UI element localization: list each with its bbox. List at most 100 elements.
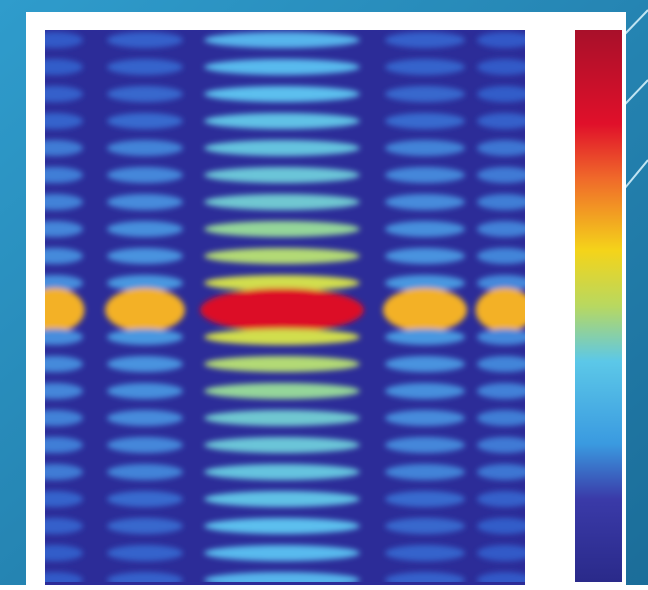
heat-blob [45,248,83,264]
heat-blob [204,545,360,561]
heat-blob [385,194,465,210]
heat-blob [107,464,183,480]
heat-blob [383,288,467,332]
colorbar [575,30,622,582]
heat-blob [204,194,360,210]
heat-blob [107,32,183,48]
heat-blob [477,518,525,534]
heat-blob [204,275,360,291]
heat-blob [385,167,465,183]
heat-blob [105,288,185,332]
heat-blob [45,275,83,291]
heat-blob [385,383,465,399]
heat-blob [45,437,83,453]
heat-blob [385,113,465,129]
heat-blob [204,113,360,129]
heat-blob [107,221,183,237]
heat-blob [204,59,360,75]
heat-blob [45,113,83,129]
heat-blob [45,383,83,399]
heat-blob [107,437,183,453]
heat-blob [477,140,525,156]
heat-blob [477,59,525,75]
heat-blob [477,410,525,426]
heat-blob [45,32,83,48]
heat-blob [204,140,360,156]
heat-blob [477,572,525,582]
heat-blob [107,329,183,345]
heat-blob [45,356,83,372]
heat-blob [385,59,465,75]
heat-blob [385,329,465,345]
heat-blob [477,86,525,102]
heat-blob [200,288,364,332]
heat-blob [477,275,525,291]
heat-blob [477,329,525,345]
heat-blob [204,167,360,183]
heat-blob [475,288,525,332]
heat-blob [385,464,465,480]
heat-blob [477,437,525,453]
heat-blob [385,410,465,426]
heat-blob [204,383,360,399]
heat-blob [477,248,525,264]
heat-blob [107,194,183,210]
heat-blob [45,194,83,210]
heat-blob [204,221,360,237]
heat-blob [107,383,183,399]
heat-blob [385,32,465,48]
heat-blob [385,86,465,102]
heat-blob [45,86,83,102]
heat-blob [45,288,85,332]
heat-blob [107,545,183,561]
heat-blob [45,572,83,582]
heat-blob [204,491,360,507]
heat-blob [385,518,465,534]
heat-blob [385,356,465,372]
heat-blob [107,59,183,75]
heat-blob [204,518,360,534]
heat-blob [45,167,83,183]
heat-blob [45,140,83,156]
heat-blob [107,518,183,534]
heat-blob [477,545,525,561]
heat-blob [385,572,465,582]
heat-blob [45,518,83,534]
heat-blob [107,410,183,426]
heat-blob [385,221,465,237]
heat-blob [385,140,465,156]
heat-blob [204,32,360,48]
heat-blob [385,275,465,291]
heat-blob [477,356,525,372]
heat-blob [477,464,525,480]
heat-blob [204,329,360,345]
heat-blob [477,221,525,237]
heat-blob [204,437,360,453]
heat-blob [107,86,183,102]
heatmap [45,32,525,582]
heat-blob [204,464,360,480]
heat-blob [385,248,465,264]
heat-blob [45,464,83,480]
heat-blob [107,113,183,129]
heat-blob [204,572,360,582]
heat-blob [45,545,83,561]
heat-blob [45,410,83,426]
heat-blob [477,113,525,129]
heat-blob [107,275,183,291]
heat-blob [45,221,83,237]
heat-blob [204,410,360,426]
heat-blob [204,248,360,264]
heat-blob [107,140,183,156]
heat-blob [107,248,183,264]
heat-blob [385,491,465,507]
heat-blob [477,32,525,48]
heat-blob [204,86,360,102]
heat-blob [477,383,525,399]
heat-blob [107,167,183,183]
heat-blob [204,356,360,372]
heat-blob [477,167,525,183]
heat-blob [45,59,83,75]
